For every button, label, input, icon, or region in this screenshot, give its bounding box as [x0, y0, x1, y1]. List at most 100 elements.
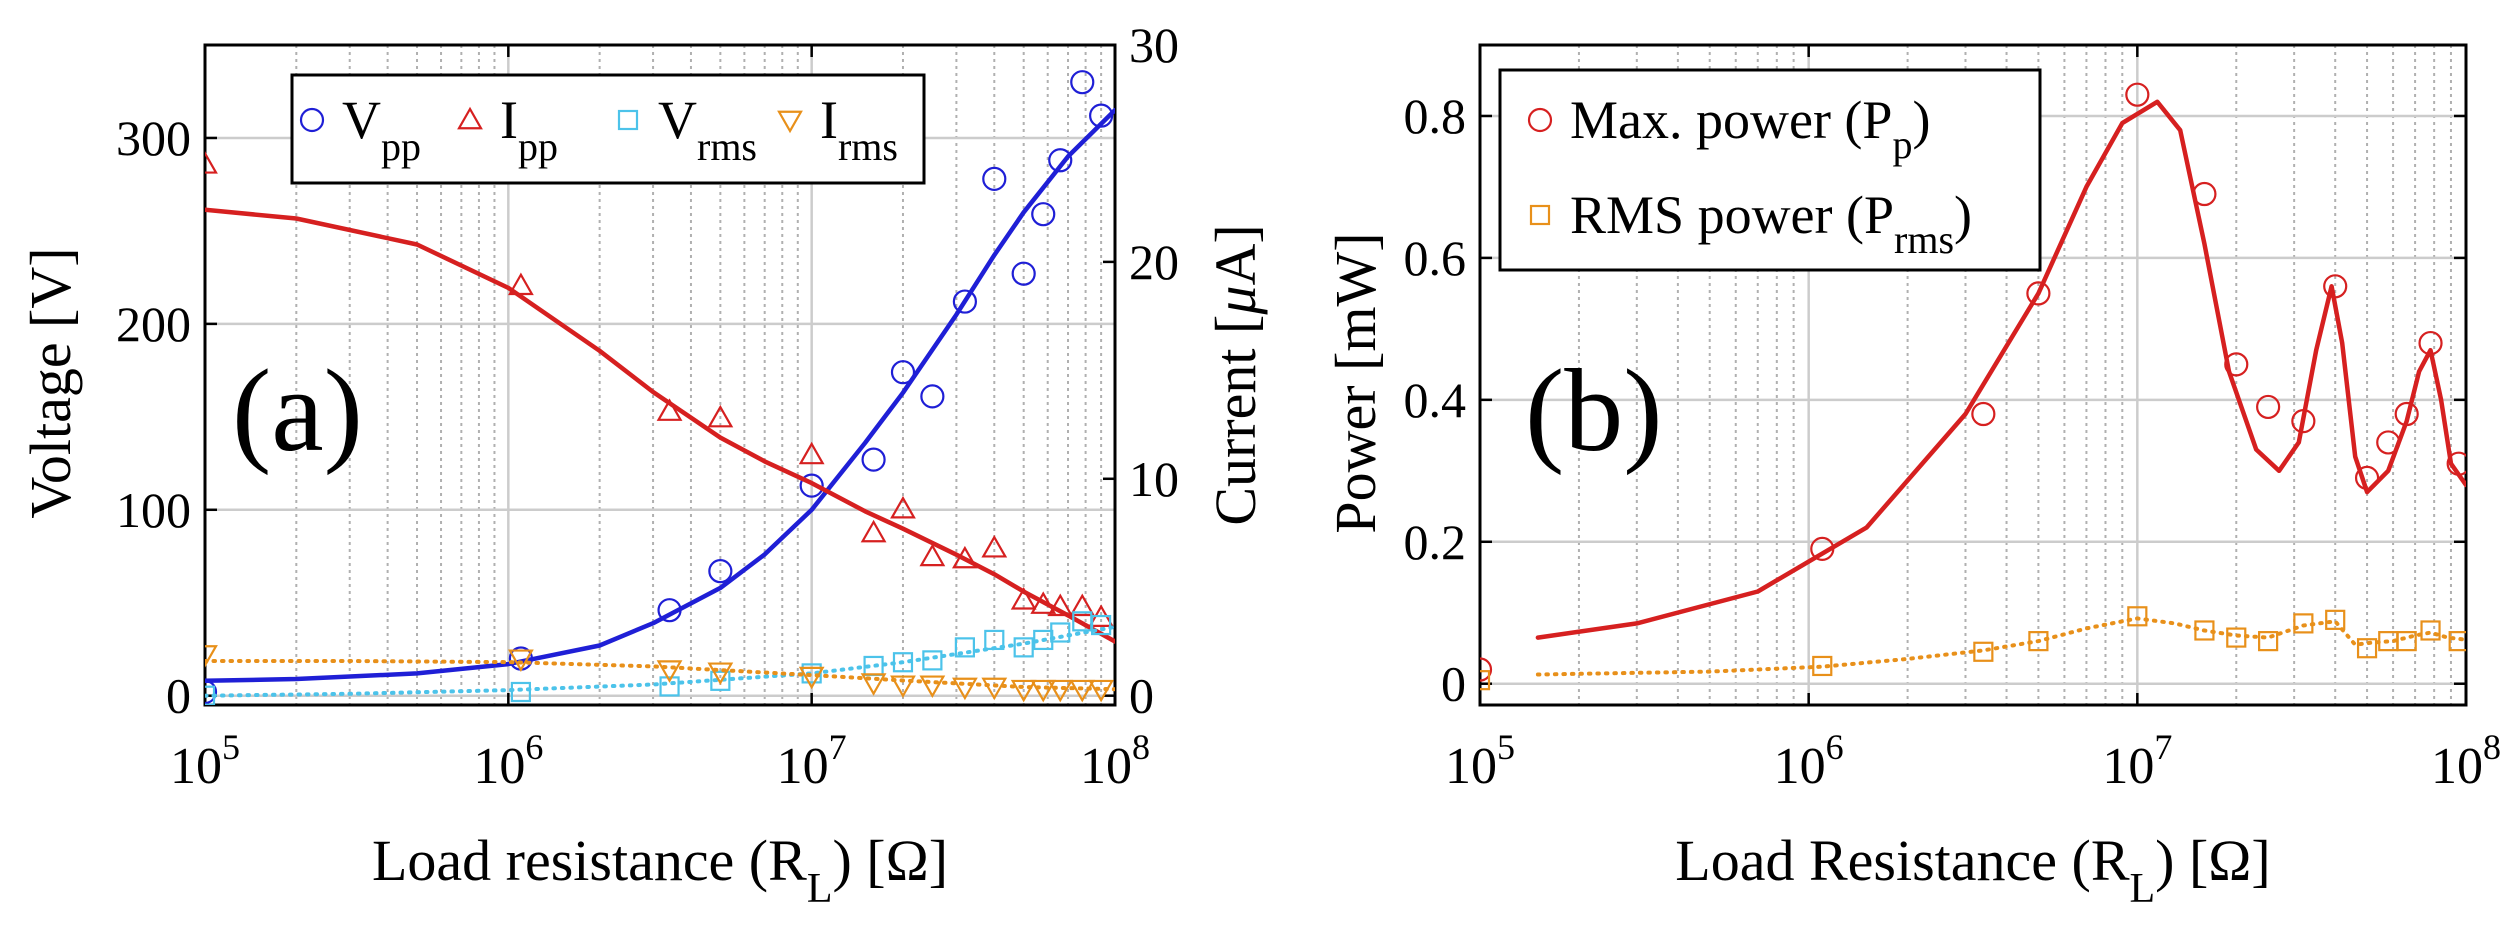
panel-label: (a)	[232, 345, 363, 476]
data-point-vpp	[205, 679, 218, 705]
data-point-irms	[1047, 679, 1074, 703]
data-point-irms	[798, 666, 825, 690]
series-vpp	[205, 70, 1115, 705]
data-point-irms	[205, 645, 218, 668]
x-ticks: 105 106 107 108	[1445, 45, 2501, 795]
y-ticks-left: 0 100 200 300	[116, 110, 217, 724]
data-point-ipp	[205, 151, 218, 174]
data-point-irms	[1010, 679, 1037, 703]
fit-curve-irms	[205, 659, 1115, 692]
data-point-prms	[2448, 631, 2466, 652]
data-point-ipp	[1047, 593, 1074, 617]
y-axis-label-right: Current [μA]	[1203, 224, 1268, 525]
data-point-vrms	[710, 670, 731, 691]
data-point-pp	[2026, 281, 2051, 306]
y-tick-label: 300	[116, 110, 191, 166]
fit-curve-ipp	[205, 207, 1115, 644]
data-point-pp	[2418, 330, 2443, 356]
data-point-irms	[1030, 679, 1057, 703]
legend-marker-pp	[1527, 107, 1553, 133]
data-point-pp	[2376, 430, 2401, 455]
data-point-prms	[1480, 670, 1491, 691]
series-irms	[205, 645, 1115, 703]
series-ipp	[205, 151, 1115, 644]
legend: Max. power (Pp) RMS power (Prms)	[1498, 68, 2042, 272]
panel-b: 105 106 107 108 0 0.2 0.4 0.6 0.8 Load Resistance…	[1323, 43, 2501, 912]
x-tick-label: 105	[1445, 727, 1515, 795]
data-point-vrms	[1050, 622, 1071, 643]
data-point-prms	[2226, 627, 2247, 648]
data-point-pp	[2354, 465, 2380, 491]
data-point-pp	[2224, 352, 2249, 377]
data-point-irms	[1088, 679, 1115, 703]
grid	[1478, 45, 2468, 705]
data-point-vrms	[954, 637, 975, 658]
fit-curve-prms	[1535, 616, 2466, 677]
x-axis-label: Load resistance (RL) [Ω]	[372, 828, 948, 912]
legend-marker-prms	[1529, 204, 1551, 226]
x-tick-label: 107	[2102, 727, 2172, 795]
data-point-vpp	[1011, 261, 1036, 286]
data-point-pp	[2394, 401, 2419, 427]
data-point-vrms	[510, 681, 531, 703]
data-point-vpp	[890, 360, 916, 385]
data-point-ipp	[1030, 591, 1057, 614]
data-point-prms	[2194, 620, 2215, 641]
y-tick-label: 0.6	[1404, 230, 1467, 286]
data-point-pp	[2446, 451, 2466, 476]
x-tick-label: 105	[170, 727, 240, 795]
data-point-pp	[1480, 657, 1493, 682]
data-point-irms	[860, 673, 887, 696]
y-tick-label: 200	[116, 296, 191, 352]
data-point-prms	[2028, 631, 2049, 652]
legend-label-vpp: Vpp	[342, 90, 421, 169]
data-point-ipp	[952, 545, 978, 569]
legend-marker-ipp	[457, 106, 483, 130]
x-tick-label: 106	[473, 727, 543, 795]
y-tick-label-right: 0	[1129, 668, 1154, 724]
data-point-vpp	[1031, 202, 1056, 227]
data-point-prms	[2420, 620, 2441, 641]
x-tick-label: 106	[1774, 727, 1844, 795]
data-point-vrms	[1091, 614, 1112, 636]
legend: Vpp Ipp Vrms Irms	[290, 73, 926, 185]
data-point-pp	[2125, 82, 2150, 107]
y-tick-label: 0.4	[1404, 372, 1467, 428]
legend-label-vrms: Vrms	[658, 90, 757, 169]
data-point-pp	[2291, 409, 2316, 434]
x-tick-label: 108	[2431, 727, 2501, 795]
series-vrms	[205, 611, 1115, 705]
data-point-vrms	[892, 652, 914, 673]
data-point-prms	[2258, 631, 2279, 652]
data-point-irms	[707, 662, 734, 686]
x-tick-label: 108	[1080, 727, 1150, 795]
y-axis-label-left: Power [mW]	[1323, 232, 1388, 533]
panel-label: (b)	[1525, 345, 1663, 476]
data-point-ipp	[981, 534, 1008, 558]
fit-curve-vpp	[205, 107, 1115, 684]
data-point-vpp	[1070, 70, 1095, 95]
data-point-ipp	[507, 272, 534, 296]
legend-label-ipp: Ipp	[500, 90, 558, 169]
data-point-vpp	[657, 598, 682, 623]
data-point-ipp	[656, 398, 683, 421]
axes-frame	[203, 43, 1117, 707]
data-point-prms	[1973, 641, 1994, 662]
y-tick-label: 0	[1441, 656, 1466, 712]
data-point-irms	[890, 675, 916, 699]
data-point-vpp	[982, 166, 1007, 191]
data-point-irms	[981, 677, 1008, 701]
data-point-vpp	[1089, 103, 1114, 128]
data-point-pp	[2192, 181, 2217, 207]
data-point-vrms	[205, 685, 216, 705]
data-point-ipp	[707, 404, 734, 428]
y-tick-label: 0.8	[1404, 88, 1467, 144]
data-point-irms	[507, 649, 534, 673]
data-point-prms	[2356, 638, 2378, 659]
y-tick-label-right: 30	[1129, 17, 1179, 73]
data-point-pp	[2256, 394, 2281, 420]
legend-marker-irms	[777, 110, 803, 134]
data-point-ipp	[919, 543, 946, 567]
x-ticks: 105 106 107 108	[170, 45, 1150, 795]
